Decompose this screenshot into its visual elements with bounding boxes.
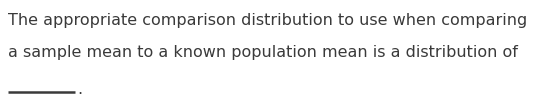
Text: The appropriate comparison distribution to use when comparing: The appropriate comparison distribution … [8, 13, 528, 28]
Text: a sample mean to a known population mean is a distribution of: a sample mean to a known population mean… [8, 45, 518, 60]
Text: .: . [77, 82, 82, 97]
